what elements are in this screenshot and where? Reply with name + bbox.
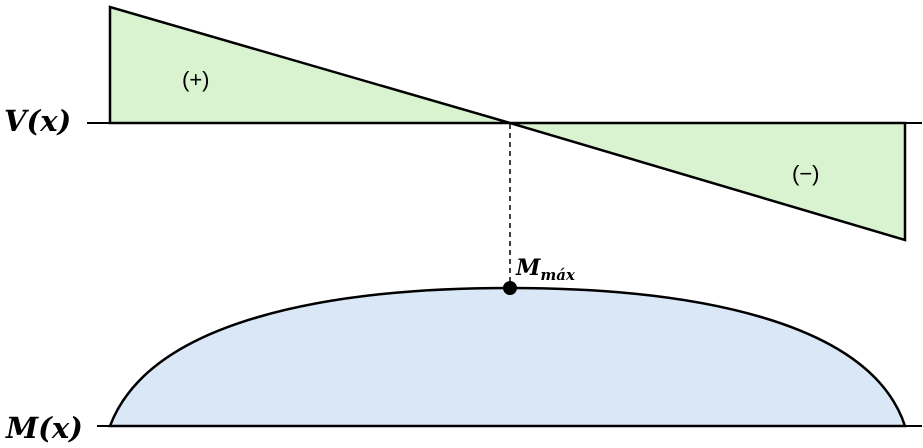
max-moment-point [503,281,517,295]
shear-axis-label: V(x) [4,104,71,138]
max-moment-label: Mmáx [515,255,576,284]
max-moment-label-main: M [515,255,541,281]
shear-negative-region [509,121,907,242]
positive-sign-label: (+) [182,67,210,92]
moment-axis-label: M(x) [5,411,83,445]
shear-positive-region [108,5,511,125]
max-moment-label-sub: máx [540,266,576,284]
moment-region [108,286,907,428]
negative-sign-label: (−) [792,161,820,186]
